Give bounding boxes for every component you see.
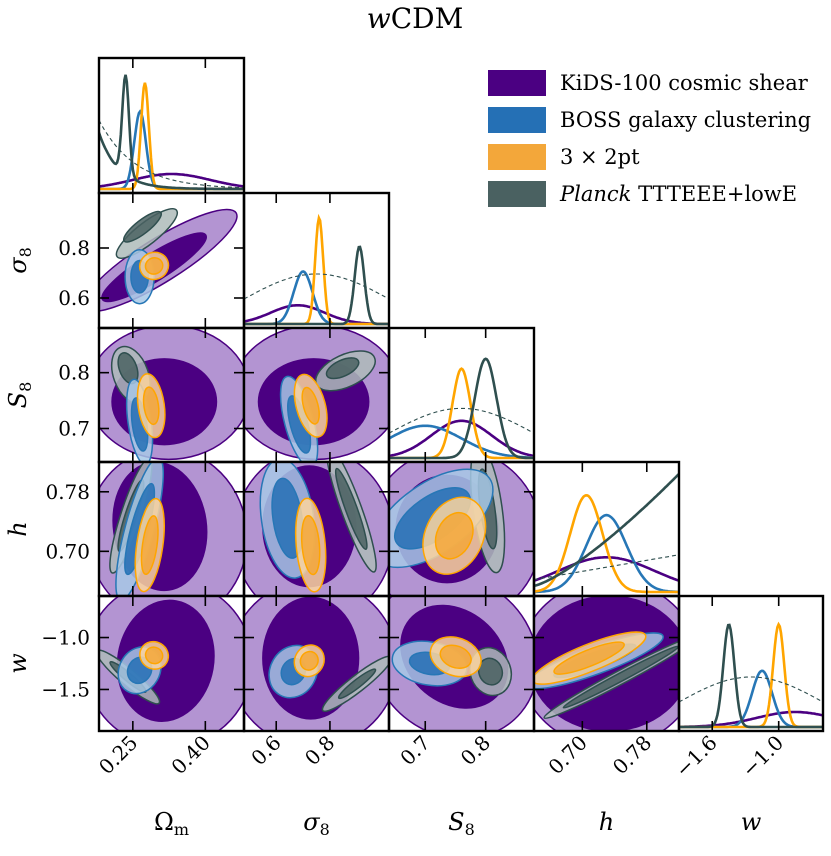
panel-marginal-w (677, 594, 825, 733)
panel-w-vs-h (532, 594, 681, 733)
x-tick-label-w: −1.0 (737, 731, 788, 782)
x-axis-label-om: Ωm (154, 808, 189, 839)
panel-frame (387, 326, 536, 464)
legend-label-boss: BOSS galaxy clustering (560, 108, 811, 132)
y-tick-label-w: −1.5 (41, 677, 90, 701)
marginal-reference-dashed (244, 273, 389, 300)
contour-x3-68 (140, 515, 159, 576)
y-axis-label-w: w (4, 653, 32, 674)
panel-w-vs-om (97, 594, 246, 733)
contour-planck-68 (334, 467, 368, 550)
marginal-planck (679, 623, 823, 729)
marginal-reference-dashed (679, 676, 823, 703)
x-axis-label-s8: σ8 (303, 808, 330, 839)
contour-x3-68 (553, 641, 625, 675)
chart-title-rest: CDM (391, 2, 464, 35)
panel-marginal-S8 (387, 326, 536, 464)
legend-swatch-x3 (488, 144, 546, 170)
contour-planck-68 (123, 210, 162, 243)
chart-title-italic: w (367, 2, 391, 35)
panel-h-vs-om (97, 460, 246, 598)
contour-x3-68 (144, 646, 164, 665)
panel-s8-vs-om (97, 191, 246, 330)
marginal-x3 (534, 493, 679, 594)
marginal-kids (679, 710, 823, 729)
legend-swatch-planck (488, 181, 546, 207)
marginal-planck (389, 357, 534, 460)
panel-S8-vs-s8 (242, 326, 391, 464)
x-axis-label-S8: S8 (448, 808, 475, 839)
y-tick-label-s8: 0.6 (58, 286, 90, 310)
panel-h-vs-s8 (242, 460, 391, 598)
chart-title: wCDM (367, 2, 464, 35)
x-tick-label-h: 0.78 (608, 731, 656, 779)
marginal-boss (389, 424, 534, 459)
marginal-kids (99, 172, 244, 188)
contour-planck-68 (337, 668, 377, 700)
panel-h-vs-S8 (387, 460, 536, 598)
x-axis-label-w: w (741, 808, 762, 836)
x-tick-label-h: 0.70 (543, 731, 591, 779)
y-tick-label-s8: 0.8 (58, 236, 90, 260)
x-tick-label-S8: 0.8 (456, 731, 495, 770)
contour-x3-68 (300, 514, 321, 576)
legend-label-kids: KiDS-100 cosmic shear (560, 71, 809, 95)
panel-S8-vs-om (97, 326, 246, 464)
contour-x3-68 (301, 386, 320, 425)
marginal-planck (99, 74, 244, 191)
panel-marginal-om (97, 56, 246, 195)
y-tick-label-w: −1.0 (41, 626, 90, 650)
y-axis-label-S8: S8 (4, 382, 35, 409)
y-tick-label-h: 0.78 (45, 480, 90, 504)
panel-frame (677, 594, 825, 733)
contour-x3-68 (142, 386, 160, 426)
x-tick-label-S8: 0.7 (395, 731, 434, 770)
marginal-x3 (389, 367, 534, 460)
marginal-planck (244, 245, 389, 326)
marginal-reference-dashed (534, 554, 679, 581)
x-tick-label-om: 0.25 (94, 731, 142, 779)
contour-planck-68 (325, 357, 360, 380)
x-tick-label-om: 0.40 (166, 731, 214, 779)
x-tick-label-s8: 0.8 (300, 731, 339, 770)
legend-label-planck: Planck TTTEEE+lowE (559, 182, 797, 206)
panel-marginal-h (532, 460, 681, 598)
x-axis-label-h: h (599, 808, 614, 836)
y-axis-label-h: h (4, 521, 32, 536)
x-tick-label-w: −1.6 (670, 731, 721, 782)
panel-w-vs-S8 (387, 594, 536, 733)
marginal-boss (534, 513, 679, 594)
y-axis-label-s8: σ8 (4, 247, 35, 274)
panel-marginal-s8 (242, 191, 391, 330)
marginal-reference-dashed (389, 407, 534, 434)
contour-planck-68 (477, 657, 504, 686)
y-tick-label-S8: 0.8 (58, 361, 90, 385)
legend-swatch-kids (488, 70, 546, 96)
legend: KiDS-100 cosmic shear BOSS galaxy cluster… (488, 70, 811, 207)
legend-swatch-boss (488, 107, 546, 133)
x-tick-label-s8: 0.6 (246, 731, 285, 770)
legend-label-x3: 3 × 2pt (560, 145, 640, 169)
y-tick-label-S8: 0.7 (58, 417, 90, 441)
panel-w-vs-s8 (242, 594, 391, 733)
marginal-planck (534, 472, 679, 588)
contour-x3-68 (434, 511, 474, 560)
contour-x3-68 (144, 256, 164, 275)
y-tick-label-h: 0.70 (45, 539, 90, 563)
contour-x3-68 (299, 650, 319, 671)
contour-x3-68 (439, 644, 472, 670)
